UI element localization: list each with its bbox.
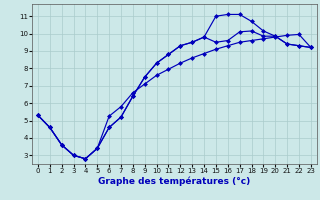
X-axis label: Graphe des températures (°c): Graphe des températures (°c): [98, 177, 251, 186]
